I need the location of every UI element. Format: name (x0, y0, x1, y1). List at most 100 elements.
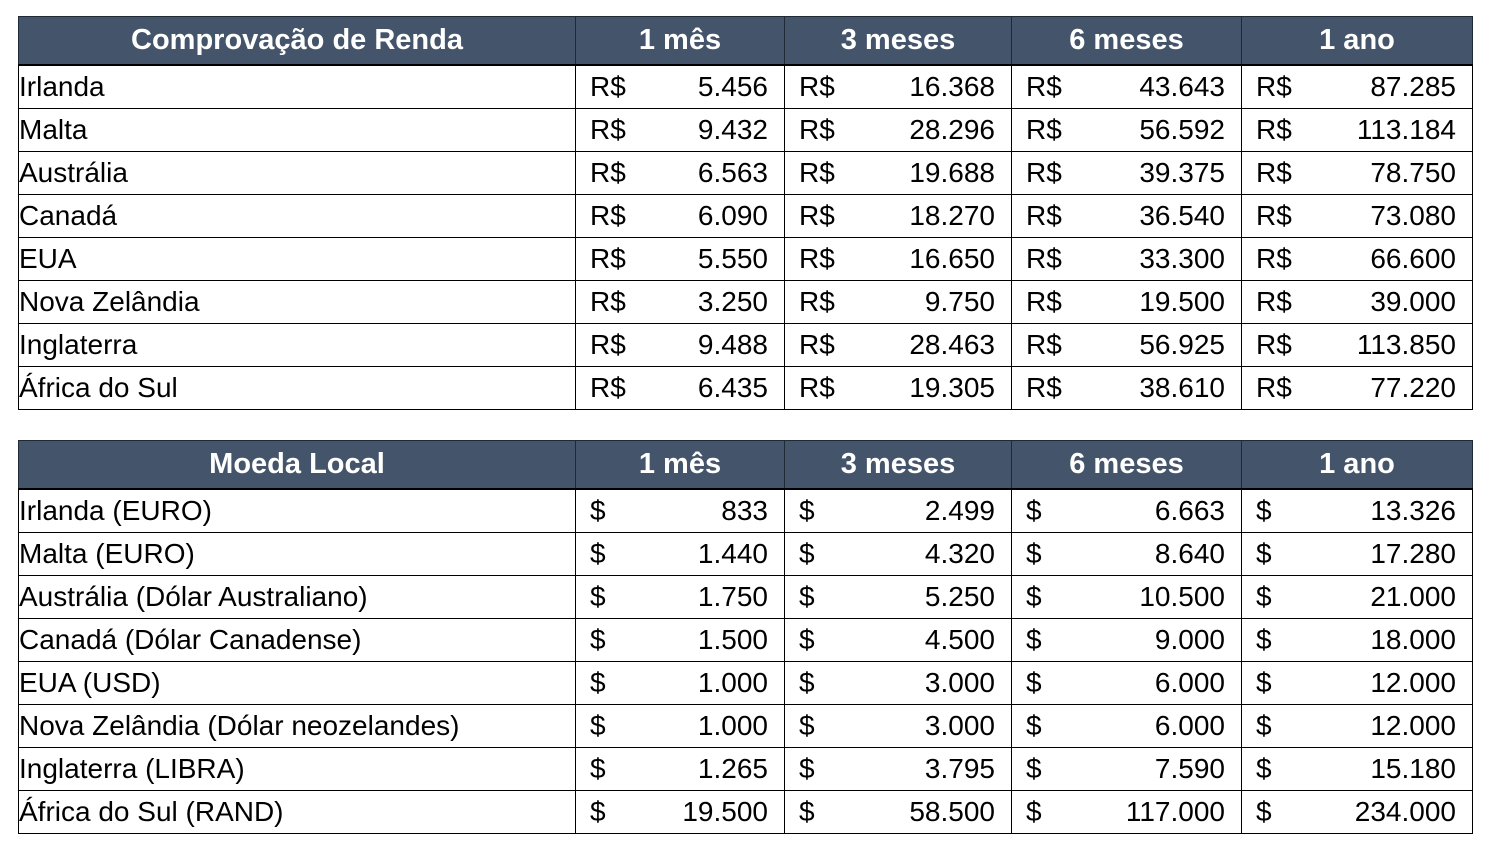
header-cell[interactable]: 1 mês (575, 440, 785, 490)
country-cell[interactable]: Malta (EURO) (18, 532, 576, 576)
amount-cell[interactable]: $833 (575, 488, 785, 533)
amount-cell[interactable]: R$ 5.456 (575, 64, 785, 109)
amount-cell[interactable]: R$ 9.488 (575, 323, 785, 367)
amount-cell[interactable]: R$ 38.610 (1011, 366, 1242, 410)
amount-cell[interactable]: R$ 56.592 (1011, 108, 1242, 152)
amount-cell[interactable]: R$ 87.285 (1241, 64, 1473, 109)
amount-cell[interactable]: $58.500 (784, 790, 1012, 834)
amount-value: 9.488 (697, 329, 768, 360)
amount-cell[interactable]: $8.640 (1011, 532, 1242, 576)
amount-cell[interactable]: $3.795 (784, 747, 1012, 791)
country-cell[interactable]: EUA (USD) (18, 661, 576, 705)
amount-value: 21.000 (1370, 581, 1456, 612)
header-cell[interactable]: Comprovação de Renda (18, 16, 576, 66)
amount-cell[interactable]: R$ 28.296 (784, 108, 1012, 152)
header-cell[interactable]: 1 mês (575, 16, 785, 66)
amount-cell[interactable]: R$ 19.500 (1011, 280, 1242, 324)
header-cell[interactable]: 1 ano (1241, 16, 1473, 66)
header-cell[interactable]: 1 ano (1241, 440, 1473, 490)
amount-cell[interactable]: $6.663 (1011, 488, 1242, 533)
amount-cell[interactable]: R$ 66.600 (1241, 237, 1473, 281)
currency-symbol: R$ (1256, 71, 1292, 102)
amount-cell[interactable]: R$ 9.750 (784, 280, 1012, 324)
amount-cell[interactable]: $12.000 (1241, 704, 1473, 748)
amount-cell[interactable]: $1.440 (575, 532, 785, 576)
country-cell[interactable]: Irlanda (EURO) (18, 488, 576, 533)
amount-cell[interactable]: R$ 113.184 (1241, 108, 1473, 152)
amount-cell[interactable]: $6.000 (1011, 661, 1242, 705)
amount-cell[interactable]: $17.280 (1241, 532, 1473, 576)
amount-value: 8.640 (1154, 538, 1225, 569)
country-cell[interactable]: Malta (18, 108, 576, 152)
header-cell[interactable]: 3 meses (784, 16, 1012, 66)
amount-cell[interactable]: R$ 6.563 (575, 151, 785, 195)
amount-cell[interactable]: R$ 36.540 (1011, 194, 1242, 238)
amount-cell[interactable]: $7.590 (1011, 747, 1242, 791)
country-cell[interactable]: Austrália (Dólar Australiano) (18, 575, 576, 619)
amount-cell[interactable]: R$ 39.000 (1241, 280, 1473, 324)
amount-cell[interactable]: R$ 5.550 (575, 237, 785, 281)
country-cell[interactable]: Irlanda (18, 64, 576, 109)
country-cell[interactable]: África do Sul (RAND) (18, 790, 576, 834)
header-cell[interactable]: 6 meses (1011, 16, 1242, 66)
amount-cell[interactable]: $5.250 (784, 575, 1012, 619)
currency-symbol: $ (799, 624, 815, 655)
amount-cell[interactable]: R$ 39.375 (1011, 151, 1242, 195)
amount-cell[interactable]: R$ 16.650 (784, 237, 1012, 281)
country-cell[interactable]: Canadá (Dólar Canadense) (18, 618, 576, 662)
amount-cell[interactable]: $10.500 (1011, 575, 1242, 619)
amount-cell[interactable]: R$ 113.850 (1241, 323, 1473, 367)
amount-cell[interactable]: R$ 16.368 (784, 64, 1012, 109)
amount-cell[interactable]: $1.265 (575, 747, 785, 791)
amount-cell[interactable]: $3.000 (784, 704, 1012, 748)
country-cell[interactable]: Canadá (18, 194, 576, 238)
currency-symbol: R$ (1256, 329, 1292, 360)
amount-cell[interactable]: $19.500 (575, 790, 785, 834)
amount-cell[interactable]: $21.000 (1241, 575, 1473, 619)
amount-cell[interactable]: $1.500 (575, 618, 785, 662)
currency-symbol: $ (1026, 710, 1042, 741)
amount-cell[interactable]: R$ 19.688 (784, 151, 1012, 195)
country-cell[interactable]: Inglaterra (LIBRA) (18, 747, 576, 791)
amount-cell[interactable]: R$ 3.250 (575, 280, 785, 324)
amount-cell[interactable]: $12.000 (1241, 661, 1473, 705)
amount-cell[interactable]: R$ 56.925 (1011, 323, 1242, 367)
country-cell[interactable]: Nova Zelândia (Dólar neozelandes) (18, 704, 576, 748)
amount-cell[interactable]: R$ 6.090 (575, 194, 785, 238)
amount-cell[interactable]: $1.000 (575, 661, 785, 705)
amount-cell[interactable]: R$ 73.080 (1241, 194, 1473, 238)
amount-value: 43.643 (1139, 71, 1225, 102)
amount-cell[interactable]: R$ 9.432 (575, 108, 785, 152)
country-cell[interactable]: Nova Zelândia (18, 280, 576, 324)
amount-cell[interactable]: $4.320 (784, 532, 1012, 576)
amount-value: 1.000 (697, 710, 768, 741)
header-cell[interactable]: 6 meses (1011, 440, 1242, 490)
amount-cell[interactable]: R$ 43.643 (1011, 64, 1242, 109)
country-cell[interactable]: EUA (18, 237, 576, 281)
amount-cell[interactable]: R$ 77.220 (1241, 366, 1473, 410)
amount-cell[interactable]: $9.000 (1011, 618, 1242, 662)
amount-cell[interactable]: $3.000 (784, 661, 1012, 705)
country-cell[interactable]: Austrália (18, 151, 576, 195)
amount-cell[interactable]: $1.750 (575, 575, 785, 619)
amount-cell[interactable]: $234.000 (1241, 790, 1473, 834)
amount-cell[interactable]: $4.500 (784, 618, 1012, 662)
country-cell[interactable]: Inglaterra (18, 323, 576, 367)
amount-cell[interactable]: R$ 6.435 (575, 366, 785, 410)
amount-cell[interactable]: R$ 19.305 (784, 366, 1012, 410)
country-cell[interactable]: África do Sul (18, 366, 576, 410)
amount-cell[interactable]: R$ 28.463 (784, 323, 1012, 367)
amount-cell[interactable]: $1.000 (575, 704, 785, 748)
amount-cell[interactable]: $117.000 (1011, 790, 1242, 834)
currency-symbol: R$ (1256, 243, 1292, 274)
amount-cell[interactable]: R$ 18.270 (784, 194, 1012, 238)
header-cell[interactable]: 3 meses (784, 440, 1012, 490)
amount-cell[interactable]: $18.000 (1241, 618, 1473, 662)
amount-cell[interactable]: $6.000 (1011, 704, 1242, 748)
amount-cell[interactable]: $15.180 (1241, 747, 1473, 791)
amount-cell[interactable]: $13.326 (1241, 488, 1473, 533)
amount-cell[interactable]: R$ 33.300 (1011, 237, 1242, 281)
amount-cell[interactable]: $2.499 (784, 488, 1012, 533)
amount-cell[interactable]: R$ 78.750 (1241, 151, 1473, 195)
header-cell[interactable]: Moeda Local (18, 440, 576, 490)
